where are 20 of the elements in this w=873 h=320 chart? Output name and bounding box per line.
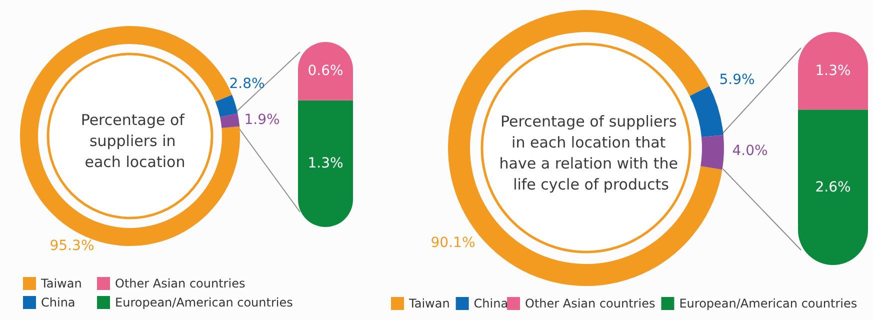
data-label: 2.6% xyxy=(815,179,851,196)
legend-label: Other Asian countries xyxy=(525,296,656,310)
data-label: 2.8% xyxy=(229,76,265,92)
data-label: 5.9% xyxy=(719,72,755,88)
text: Percentage of suppliers in each location that have a relation with the life cycle of products xyxy=(499,112,683,194)
legend-label: Taiwan xyxy=(40,276,82,290)
data-label: 90.1% xyxy=(430,235,476,251)
legend-label: European/American countries xyxy=(115,296,293,310)
data-label: 0.6% xyxy=(308,63,344,80)
legend-label: Taiwan xyxy=(408,296,450,310)
legend-label: China xyxy=(41,296,76,310)
data-label: 4.0% xyxy=(732,143,768,159)
legend-label: European/American countries xyxy=(679,296,858,310)
legend-label: Other Asian countries xyxy=(115,276,246,290)
text: Percentage of suppliers in each location xyxy=(80,111,190,171)
data-label: 1.9% xyxy=(244,112,280,128)
data-label: 95.3% xyxy=(50,238,94,254)
data-label: 1.3% xyxy=(308,156,344,172)
legend-label: China xyxy=(474,296,508,310)
data-label: 1.3% xyxy=(815,62,851,79)
